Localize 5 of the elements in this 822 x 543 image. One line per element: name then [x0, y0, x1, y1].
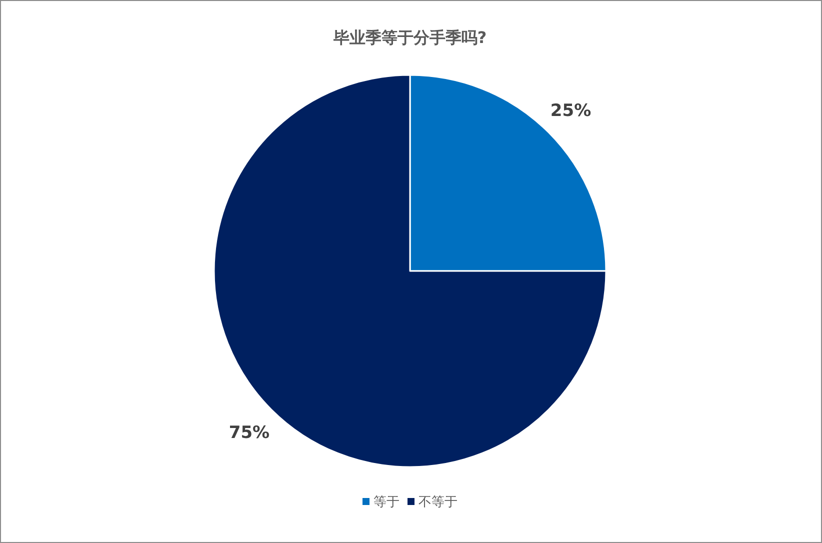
chart-title: 毕业季等于分手季吗? [332, 28, 487, 47]
legend-label: 等于 [374, 495, 400, 510]
data-label: 25% [550, 101, 592, 122]
data-label: 75% [228, 422, 270, 443]
legend-label: 不等于 [418, 495, 458, 510]
